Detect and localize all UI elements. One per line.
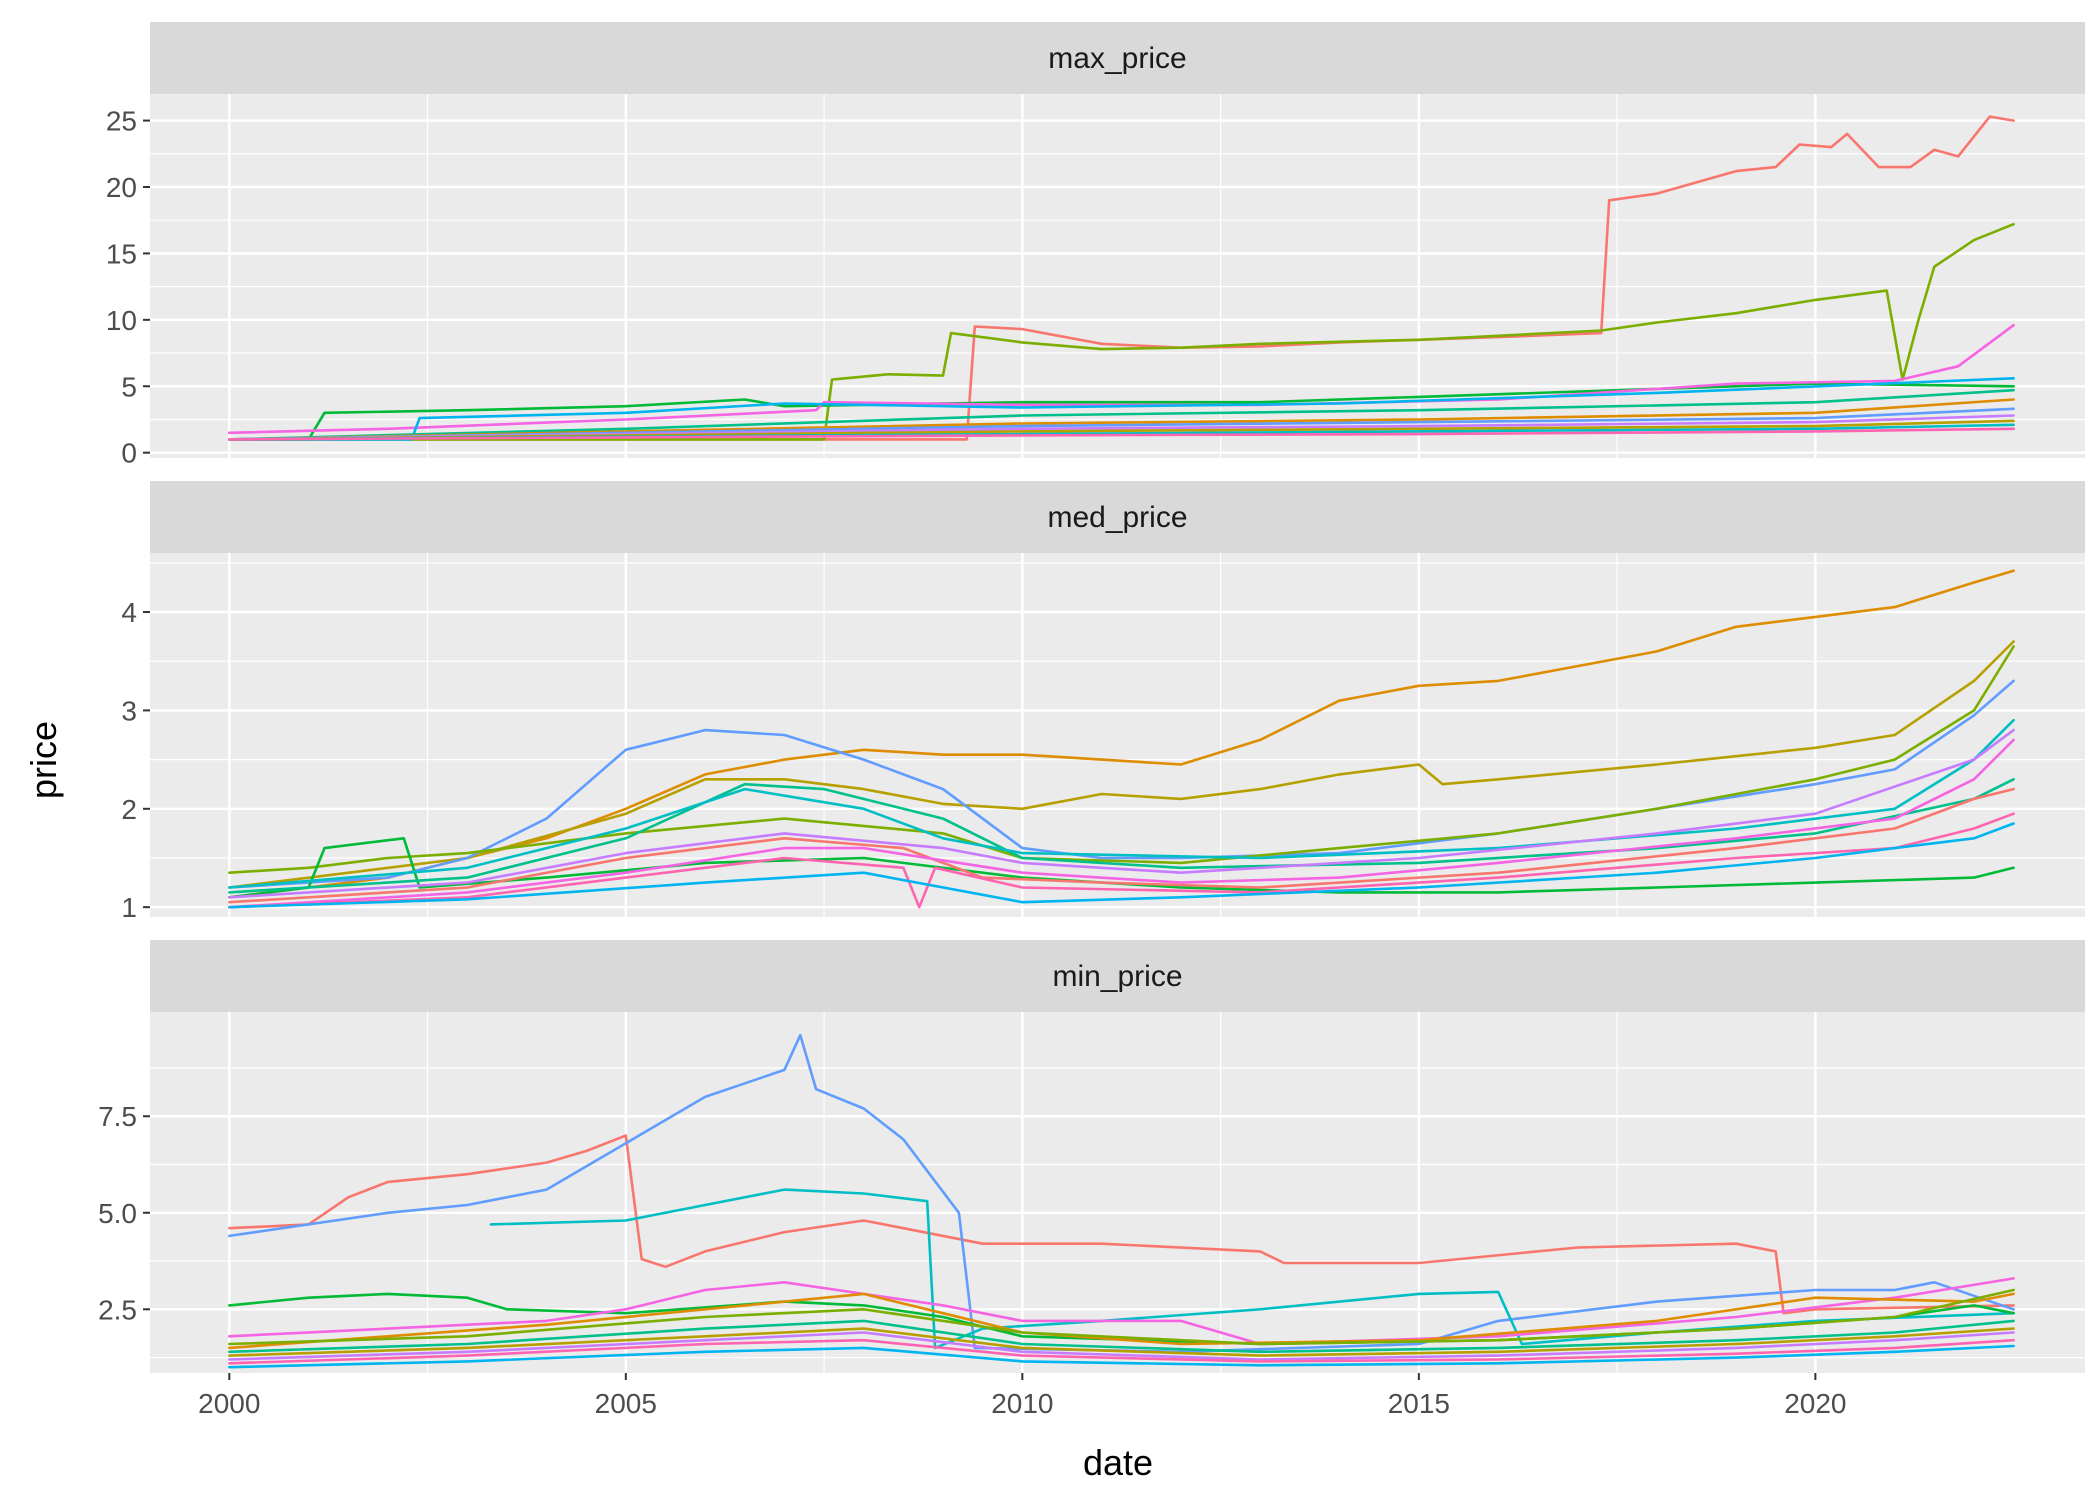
facet-strip [150,940,2085,1012]
series-line-med_price-1 [228,569,2015,899]
y-tick-label: 7.5 [98,1101,137,1132]
x-tick-label: 2005 [595,1388,657,1419]
y-tick-label: 20 [106,172,137,203]
y-tick-label: 25 [106,106,137,137]
series-line-min_price-5 [228,1277,2015,1346]
y-tick-label: 3 [121,695,137,726]
series-line-max_price-5 [228,377,2015,441]
y-tick-label: 1 [121,892,137,923]
facet-strip-label: min_price [1052,960,1182,993]
panel-max_price: max_price 0 5 10 15 20 25 [106,22,2085,469]
series-line-med_price-5 [228,837,2015,899]
y-tick-label: 2.5 [98,1294,137,1325]
series-line-max_price-6 [228,388,2015,441]
series-line-max_price-12 [228,427,2015,441]
series-line-max_price-1 [228,115,2015,441]
series-line-med_price-12 [228,822,2015,909]
series-line-min_price-7 [228,1288,2015,1346]
y-tick-label: 2 [121,794,137,825]
x-tick-label: 2010 [991,1388,1053,1419]
x-axis: 2000 2005 2010 2015 2020 [198,1373,1847,1419]
series-line-min_price-9 [228,1327,2015,1357]
series-line-min_price-2 [228,1033,2015,1354]
y-tick-label: 0 [121,438,137,469]
series-line-min_price-3 [489,1188,2015,1350]
y-tick-label: 10 [106,305,137,336]
series-line-med_price-8 [228,787,2015,904]
series-line-med_price-9 [228,728,2015,899]
x-tick-label: 2000 [198,1388,260,1419]
panel-med_price: med_price 1 2 3 4 [121,481,2085,923]
series-line-max_price-2 [228,222,2015,441]
y-tick-label: 15 [106,238,137,269]
series-line-min_price-8 [228,1319,2015,1354]
facet-strip [150,22,2085,94]
x-tick-label: 2015 [1388,1388,1450,1419]
series-line-med_price-2 [228,640,2015,889]
series-line-min_price-11 [228,1338,2015,1365]
series-line-min_price-12 [228,1344,2015,1369]
facet-strip-label: max_price [1048,42,1186,75]
y-axis-title: price [23,721,64,799]
series-line-min_price-1 [228,1134,2015,1315]
series-line-med_price-11 [228,812,2015,909]
series-line-med_price-6 [228,778,2015,894]
panel-min_price: min_price 2.5 5.0 7.5 [98,940,2085,1373]
y-tick-label: 4 [121,597,137,628]
facet-strip [150,481,2085,553]
series-line-med_price-7 [228,718,2015,889]
series-line-med_price-10 [228,738,2015,909]
y-tick-label: 5.0 [98,1198,137,1229]
panel-background [150,94,2085,458]
facet-strip-label: med_price [1047,501,1187,534]
series-line-med_price-4 [228,645,2015,874]
series-line-med_price-3 [228,679,2015,889]
x-tick-label: 2020 [1784,1388,1846,1419]
y-tick-label: 5 [121,371,137,402]
series-line-min_price-10 [228,1331,2015,1361]
x-axis-title: date [1083,1442,1153,1483]
